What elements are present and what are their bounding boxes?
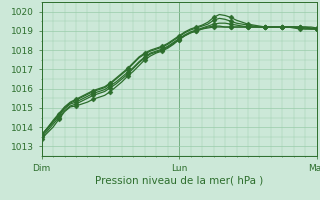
X-axis label: Pression niveau de la mer( hPa ): Pression niveau de la mer( hPa ): [95, 175, 263, 185]
